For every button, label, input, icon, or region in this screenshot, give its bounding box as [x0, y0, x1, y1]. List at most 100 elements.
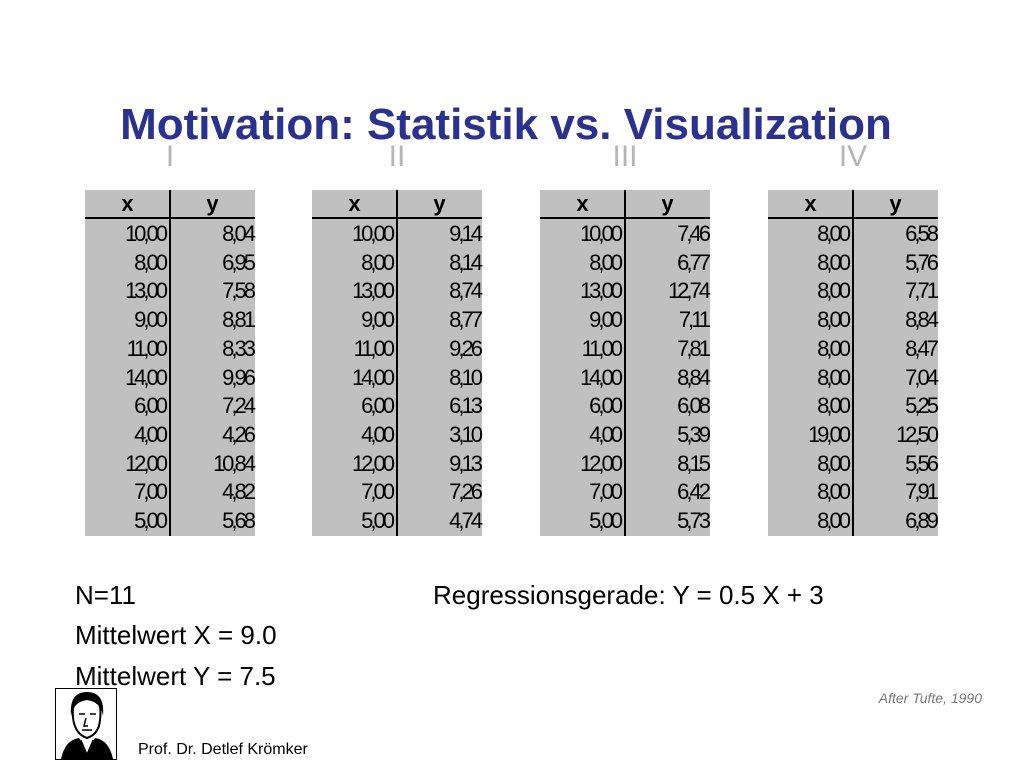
header-rule [85, 217, 255, 219]
table-label: I [165, 140, 175, 173]
table-cell: 5,00 [134, 508, 168, 533]
table-cell: 7,71 [905, 278, 939, 304]
table-cell: 9,00 [589, 307, 623, 333]
table-cell: 6,13 [449, 393, 483, 419]
table-cell: 7,00 [589, 479, 623, 505]
data-table: x y 10,00 7,46 8,00 6,77 13,00 12,74 9,00 7,11 11,… [540, 190, 711, 536]
table-cell: 8,00 [817, 364, 851, 390]
table-cell: 8,00 [817, 393, 851, 419]
divider [396, 190, 398, 536]
regression: Regressionsgerade: Y = 0.5 X + 3 [433, 580, 824, 610]
table-cell: 5,39 [677, 421, 711, 447]
data-table: x y 10,00 8,04 8,00 6,95 13,00 7,58 9,00 8,81 11,0… [85, 190, 256, 536]
table-cell: 7,81 [677, 335, 711, 361]
column-header: y [889, 191, 902, 216]
table-cell: 6,42 [677, 479, 711, 505]
stat: N=11 [75, 580, 136, 610]
table-cell: 7,04 [905, 364, 939, 390]
table-cell: 7,91 [905, 479, 939, 505]
table-cell: 9,96 [222, 364, 256, 390]
stat: Mittelwert Y = 7.5 [75, 661, 276, 691]
table-cell: 8,00 [817, 249, 851, 275]
table-label: IV [838, 140, 868, 173]
column-header: y [433, 191, 446, 216]
table-cell: 4,74 [449, 508, 483, 533]
table-cell: 9,00 [361, 307, 395, 333]
table-cell: 9,13 [449, 450, 483, 476]
table-cell: 7,26 [449, 479, 483, 505]
table-label: III [612, 140, 638, 173]
slide-title: Motivation: Statistik vs. Visualization [120, 100, 892, 149]
table-cell: 8,84 [677, 364, 711, 390]
table-cell: 9,26 [449, 335, 483, 361]
table-label: II [388, 140, 406, 173]
table-cell: 19,00 [807, 421, 851, 447]
table-cell: 10,00 [351, 221, 395, 246]
table-cell: 7,00 [134, 479, 168, 505]
table-cell: 4,00 [361, 421, 395, 447]
table-cell: 8,00 [817, 278, 851, 304]
table-cell: 8,00 [817, 307, 851, 333]
table-cell: 6,00 [589, 393, 623, 419]
table-cell: 12,00 [351, 450, 395, 476]
table-cell: 8,15 [677, 450, 711, 476]
header-rule [768, 217, 938, 219]
column-header: x [576, 191, 589, 216]
table-cell: 8,00 [817, 450, 851, 476]
table-cell: 12,00 [124, 450, 168, 476]
table-cell: 5,00 [361, 508, 395, 533]
table-cell: 4,00 [589, 421, 623, 447]
portrait [55, 688, 117, 760]
table-cell: 8,00 [817, 335, 851, 361]
divider [852, 190, 854, 536]
table-cell: 8,33 [222, 335, 256, 361]
table-cell: 13,00 [124, 278, 168, 304]
table-cell: 13,00 [579, 278, 623, 304]
table-cell: 14,00 [351, 364, 395, 390]
data-table: x y 8,00 6,58 8,00 5,76 8,00 7,71 8,00 8,84 8,00 8,… [768, 190, 939, 536]
table-cell: 5,25 [905, 393, 939, 419]
table-cell: 4,00 [134, 421, 168, 447]
table-cell: 8,74 [449, 278, 483, 304]
table-cell: 8,00 [361, 249, 395, 275]
table-cell: 5,73 [677, 508, 711, 533]
table-cell: 12,00 [579, 450, 623, 476]
table-cell: 10,00 [124, 221, 168, 246]
header-rule [312, 217, 482, 219]
column-header: x [121, 191, 134, 216]
table-cell: 8,84 [905, 307, 939, 333]
table-cell: 13,00 [351, 278, 395, 304]
table-cell: 6,08 [677, 393, 711, 419]
column-header: x [348, 191, 361, 216]
table-cell: 4,82 [222, 479, 256, 505]
table-cell: 5,56 [905, 450, 939, 476]
table-cell: 8,00 [817, 479, 851, 505]
stat: Mittelwert X = 9.0 [75, 620, 277, 650]
table-cell: 8,10 [449, 364, 483, 390]
table-cell: 8,00 [817, 508, 851, 533]
table-cell: 8,81 [222, 307, 256, 333]
divider [624, 190, 626, 536]
table-cell: 9,00 [134, 307, 168, 333]
table-cell: 10,84 [212, 450, 256, 476]
table-cell: 14,00 [579, 364, 623, 390]
table-cell: 6,89 [905, 508, 939, 533]
table-cell: 8,00 [817, 221, 851, 246]
table-cell: 14,00 [124, 364, 168, 390]
table-cell: 8,14 [449, 249, 483, 275]
divider [169, 190, 171, 536]
column-header: x [804, 191, 817, 216]
table-cell: 7,11 [678, 307, 711, 333]
table-cell: 7,58 [222, 278, 256, 304]
footer: Prof. Dr. Detlef Krömker [138, 741, 308, 758]
table-cell: 6,58 [905, 221, 939, 246]
table-cell: 12,74 [667, 278, 711, 304]
table-cell: 7,24 [222, 393, 256, 419]
table-cell: 5,76 [905, 249, 939, 275]
table-cell: 11,00 [581, 335, 623, 361]
header-rule [540, 217, 710, 219]
table-cell: 8,00 [589, 249, 623, 275]
table-cell: 6,00 [361, 393, 395, 419]
table-cell: 6,95 [222, 249, 256, 275]
